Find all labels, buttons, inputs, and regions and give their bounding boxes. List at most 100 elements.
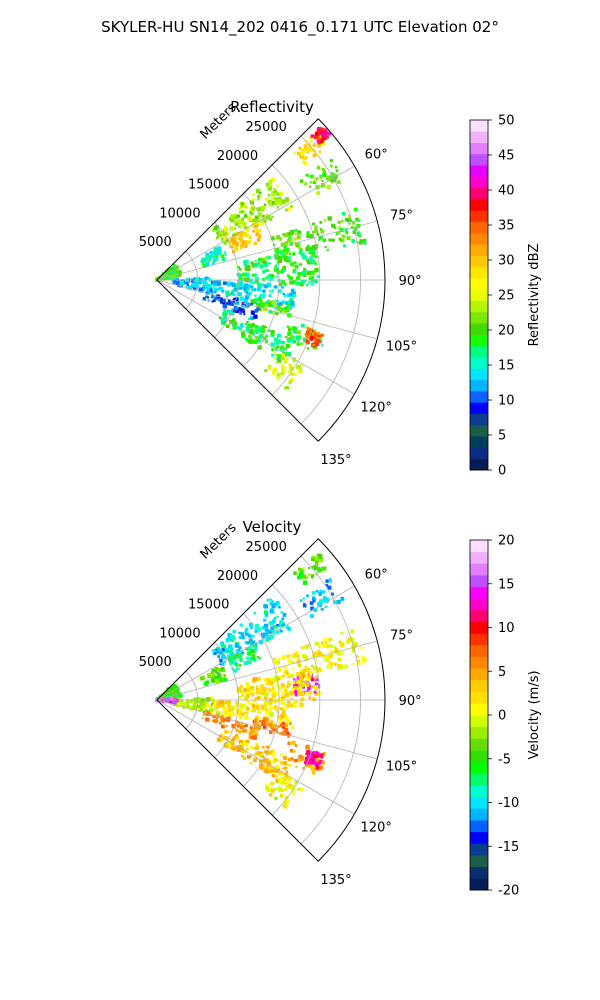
echo-gate	[300, 152, 304, 156]
echo-gate	[165, 273, 169, 277]
echo-gate	[319, 599, 323, 604]
echo-gate	[279, 717, 283, 721]
azimuth-tick-label: 135°	[320, 453, 351, 468]
colorbar-tick-label: -20	[498, 884, 519, 899]
echo-gate	[323, 135, 327, 140]
echo-gate	[288, 785, 292, 789]
panel-title: Reflectivity	[230, 98, 314, 116]
colorbar-level	[470, 586, 488, 599]
echo-gate	[241, 747, 244, 751]
echo-gate	[253, 314, 258, 319]
echo-gate	[234, 643, 240, 648]
echo-gate	[250, 211, 254, 215]
colorbar-tick-label: 35	[498, 219, 515, 234]
echo-region	[293, 553, 327, 585]
echo-gate	[161, 693, 165, 697]
echo-gate	[255, 302, 259, 306]
echo-gate	[222, 318, 227, 323]
echo-gate	[240, 231, 244, 236]
echo-gate	[226, 700, 231, 705]
echo-gate	[309, 181, 313, 184]
echo-gate	[315, 562, 319, 565]
echo-gate	[312, 222, 315, 226]
echo-gate	[306, 336, 311, 341]
echo-gate	[230, 218, 235, 223]
echo-gate	[244, 205, 248, 209]
echo-gate	[220, 703, 225, 708]
echo-gate	[304, 183, 307, 186]
colorbar-tick-label: 0	[498, 464, 506, 479]
echo-gate	[241, 693, 245, 697]
echo-gate	[317, 335, 321, 338]
echo-gate	[241, 635, 245, 639]
echo-gate	[221, 643, 225, 648]
echo-gate	[275, 601, 280, 606]
echo-gate	[250, 755, 253, 758]
echo-gate	[269, 610, 273, 614]
echo-gate	[272, 188, 276, 192]
echo-gate	[311, 596, 316, 600]
echo-gate	[218, 298, 221, 301]
echo-gate	[295, 335, 299, 340]
echo-gate	[239, 226, 242, 230]
echo-gate	[245, 322, 248, 325]
echo-gate	[284, 766, 288, 770]
echo-gate	[307, 567, 310, 570]
echo-gate	[351, 221, 356, 225]
echo-gate	[328, 661, 333, 667]
echo-gate	[176, 281, 180, 285]
echo-gate	[316, 129, 320, 132]
echo-gate	[280, 364, 284, 367]
echo-gate	[254, 226, 258, 230]
colorbar-tick-label: 5	[498, 429, 506, 444]
echo-gate	[326, 248, 329, 251]
echo-gate	[250, 735, 255, 740]
echo-gate	[317, 143, 321, 148]
echo-gate	[216, 646, 220, 651]
echo-gate	[305, 340, 309, 343]
echo-gate	[288, 363, 292, 367]
echo-gate	[284, 248, 290, 253]
echo-gate	[241, 332, 245, 336]
echo-gate	[254, 647, 258, 651]
echo-gate	[239, 724, 244, 729]
echo-region	[270, 207, 367, 260]
echo-gate	[336, 651, 341, 656]
echo-gate	[179, 281, 184, 286]
echo-gate	[212, 703, 216, 707]
echo-gate	[244, 259, 249, 264]
echo-gate	[211, 675, 214, 679]
echo-gate	[263, 203, 267, 206]
echo-gate	[285, 208, 289, 212]
echo-gate	[294, 242, 300, 247]
echo-gate	[220, 641, 225, 646]
echo-gate	[207, 255, 212, 260]
echo-gate	[300, 646, 304, 650]
echo-gate	[291, 660, 295, 664]
echo-gate	[216, 287, 219, 291]
echo-gate	[320, 235, 324, 239]
echo-gate	[204, 276, 209, 281]
echo-gate	[174, 688, 179, 693]
echo-gate	[274, 675, 279, 681]
echo-gate	[324, 597, 330, 603]
range-tick-label: 20000	[217, 569, 258, 584]
echo-gate	[313, 178, 317, 182]
echo-gate	[263, 687, 267, 691]
echo-gate	[234, 734, 239, 738]
echo-gate	[260, 689, 265, 694]
echo-gate	[343, 665, 347, 669]
echo-gate	[337, 663, 341, 667]
colorbar-tick-label: 15	[498, 577, 515, 592]
echo-gate	[231, 666, 234, 669]
echo-gate	[302, 337, 308, 342]
echo-gate	[285, 693, 289, 698]
echo-gate	[278, 706, 281, 710]
echo-gate	[254, 260, 257, 263]
echo-gate	[245, 289, 248, 292]
echo-gate	[278, 667, 282, 672]
echo-gate	[287, 675, 291, 679]
colorbar-level	[470, 345, 488, 358]
echo-gate	[316, 166, 320, 170]
